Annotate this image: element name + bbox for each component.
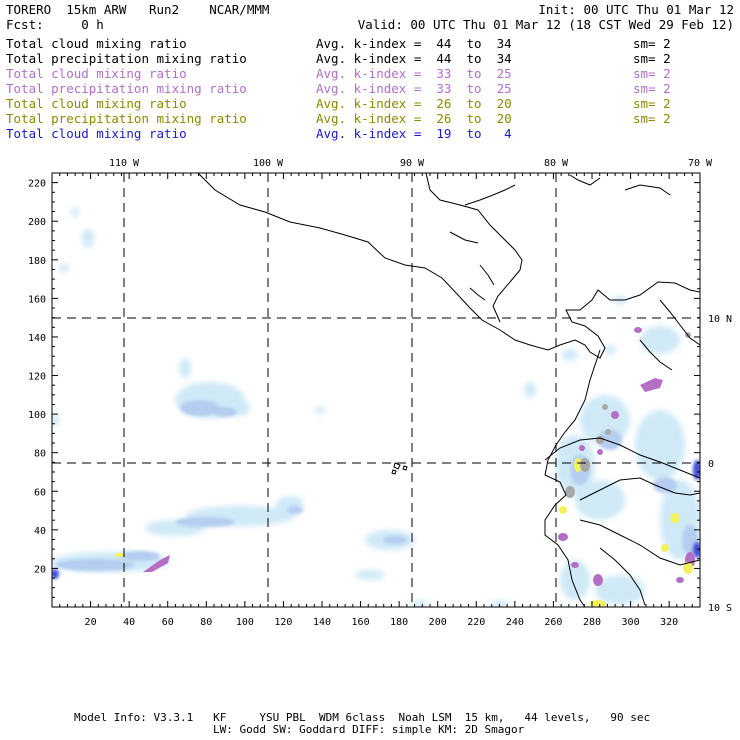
latitude-labels: 10 N 0 10 S (708, 314, 732, 614)
lat-label: 10 S (708, 603, 732, 614)
x-tick-label: 260 (544, 617, 562, 628)
y-tick-label: 200 (28, 217, 46, 228)
lat-label: 0 (708, 459, 714, 470)
x-tick-label: 320 (660, 617, 678, 628)
y-tick-label: 180 (28, 256, 46, 267)
legend-field-name: Total cloud mixing ratio (6, 36, 187, 51)
cloud-field-strong (52, 460, 700, 579)
x-tick-label: 220 (467, 617, 485, 628)
legend-field-name: Total cloud mixing ratio (6, 66, 187, 81)
legend-smoothing: sm= 2 (633, 36, 671, 51)
x-tick-label: 300 (622, 617, 640, 628)
y-axis-labels: 20 40 60 80 100 120 140 160 180 200 220 (28, 179, 46, 576)
x-tick-label: 160 (352, 617, 370, 628)
lon-label: 100 W (253, 158, 284, 169)
x-tick-label: 60 (162, 617, 174, 628)
lon-label: 80 W (544, 158, 569, 169)
precip-field-yellow (115, 458, 693, 607)
x-tick-label: 80 (200, 617, 212, 628)
x-tick-label: 140 (313, 617, 331, 628)
y-tick-label: 60 (34, 487, 46, 498)
y-tick-label: 20 (34, 564, 46, 575)
x-tick-label: 100 (236, 617, 254, 628)
lon-label: 70 W (688, 158, 713, 169)
legend-smoothing: sm= 2 (633, 96, 671, 111)
legend-smoothing: sm= 2 (633, 51, 671, 66)
legend-field-name: Total cloud mixing ratio (6, 96, 187, 111)
x-tick-label: 20 (85, 617, 97, 628)
footer-model-info: Model Info: V3.3.1 KF YSU PBL WDM 6class… (74, 711, 651, 724)
x-tick-label: 40 (123, 617, 135, 628)
y-tick-label: 220 (28, 179, 46, 190)
legend-field-name: Total precipitation mixing ratio (6, 51, 247, 66)
x-tick-label: 180 (390, 617, 408, 628)
legend-k-index: Avg. k-index = 26 to 20 (316, 111, 512, 126)
x-axis-labels: 20 40 60 80 100 120 140 160 180 200 220 240 260 280 30… (85, 617, 679, 628)
legend-k-index: Avg. k-index = 44 to 34 (316, 36, 512, 51)
legend-smoothing: sm= 2 (633, 81, 671, 96)
x-tick-label: 280 (583, 617, 601, 628)
legend-smoothing: sm= 2 (633, 111, 671, 126)
y-tick-label: 140 (28, 333, 46, 344)
header-forecast-hour: Fcst: 0 h (6, 17, 104, 32)
coastlines (197, 173, 700, 607)
header-valid-time: Valid: 00 UTC Thu 01 Mar 12 (18 CST Wed … (357, 17, 734, 32)
legend-k-index: Avg. k-index = 33 to 25 (316, 81, 512, 96)
precip-field-gray (565, 332, 691, 498)
lat-label: 10 N (708, 314, 732, 325)
legend-k-index: Avg. k-index = 44 to 34 (316, 51, 512, 66)
legend-field-name: Total precipitation mixing ratio (6, 81, 247, 96)
legend-k-index: Avg. k-index = 19 to 4 (316, 126, 512, 141)
grid-lines (52, 173, 700, 607)
y-tick-label: 40 (34, 526, 46, 537)
footer-physics-info: LW: Godd SW: Goddard DIFF: simple KM: 2D… (213, 723, 525, 736)
header-init-time: Init: 00 UTC Thu 01 Mar 12 (538, 2, 734, 17)
x-tick-label: 120 (274, 617, 292, 628)
y-tick-label: 100 (28, 410, 46, 421)
legend-smoothing: sm= 2 (633, 66, 671, 81)
axis-ticks (52, 173, 700, 607)
lon-label: 90 W (400, 158, 425, 169)
y-tick-label: 80 (34, 449, 46, 460)
longitude-labels: 110 W 100 W 90 W 80 W 70 W (109, 158, 713, 169)
x-tick-label: 200 (429, 617, 447, 628)
y-tick-label: 120 (28, 372, 46, 383)
lon-label: 110 W (109, 158, 140, 169)
x-tick-label: 240 (506, 617, 524, 628)
header-model-title: TORERO 15km ARW Run2 NCAR/MMM (6, 2, 270, 17)
y-tick-label: 160 (28, 294, 46, 305)
legend-field-name: Total precipitation mixing ratio (6, 111, 247, 126)
precip-field-purple (143, 327, 695, 586)
legend-field-name: Total cloud mixing ratio (6, 126, 187, 141)
legend-k-index: Avg. k-index = 26 to 20 (316, 96, 512, 111)
legend-k-index: Avg. k-index = 33 to 25 (316, 66, 512, 81)
